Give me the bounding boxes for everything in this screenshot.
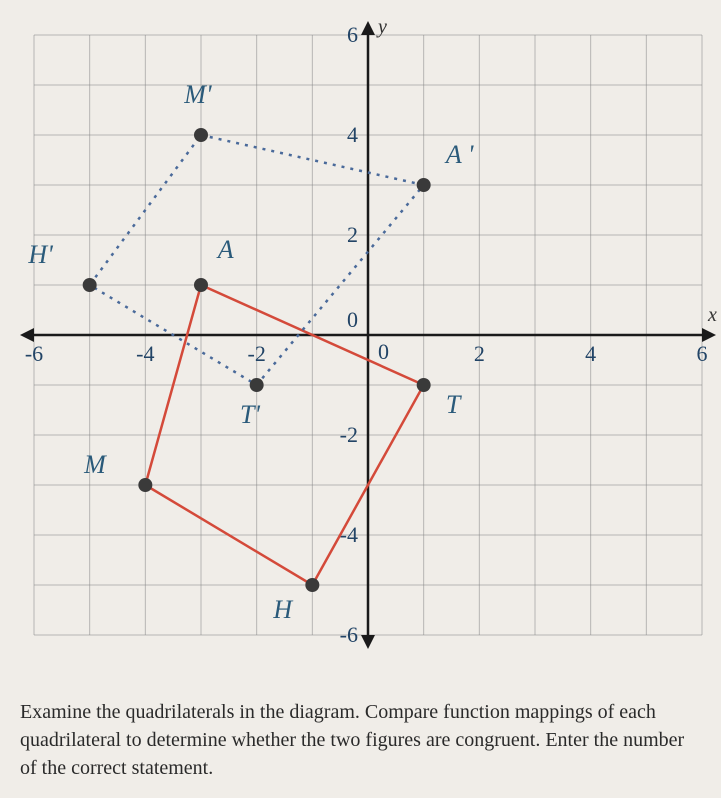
svg-text:-2: -2 [340, 422, 358, 447]
svg-text:6: 6 [347, 22, 358, 47]
svg-text:A ': A ' [444, 140, 474, 169]
svg-text:M: M [83, 450, 107, 479]
svg-text:T': T' [240, 400, 260, 429]
svg-text:A: A [216, 235, 234, 264]
svg-text:H': H' [27, 240, 53, 269]
svg-text:0: 0 [378, 339, 389, 364]
instruction-text: Examine the quadrilaterals in the diagra… [0, 680, 721, 792]
svg-text:-6: -6 [25, 341, 43, 366]
svg-text:H: H [272, 595, 293, 624]
svg-text:4: 4 [585, 341, 596, 366]
svg-text:T: T [446, 390, 462, 419]
svg-text:-4: -4 [340, 522, 358, 547]
svg-text:0: 0 [347, 307, 358, 332]
svg-text:-2: -2 [248, 341, 266, 366]
svg-text:6: 6 [697, 341, 708, 366]
svg-text:2: 2 [347, 222, 358, 247]
svg-text:-6: -6 [340, 622, 358, 647]
svg-text:4: 4 [347, 122, 358, 147]
svg-text:2: 2 [474, 341, 485, 366]
svg-text:-4: -4 [136, 341, 154, 366]
svg-text:y: y [376, 16, 387, 38]
svg-text:x: x [707, 304, 717, 326]
coordinate-grid-chart: -6 -4 -2 00 2 4 6 -6 -4 -2 2 4 6 x y M A T H M' A ' T' H' [0, 0, 721, 680]
svg-text:M': M' [183, 80, 212, 109]
